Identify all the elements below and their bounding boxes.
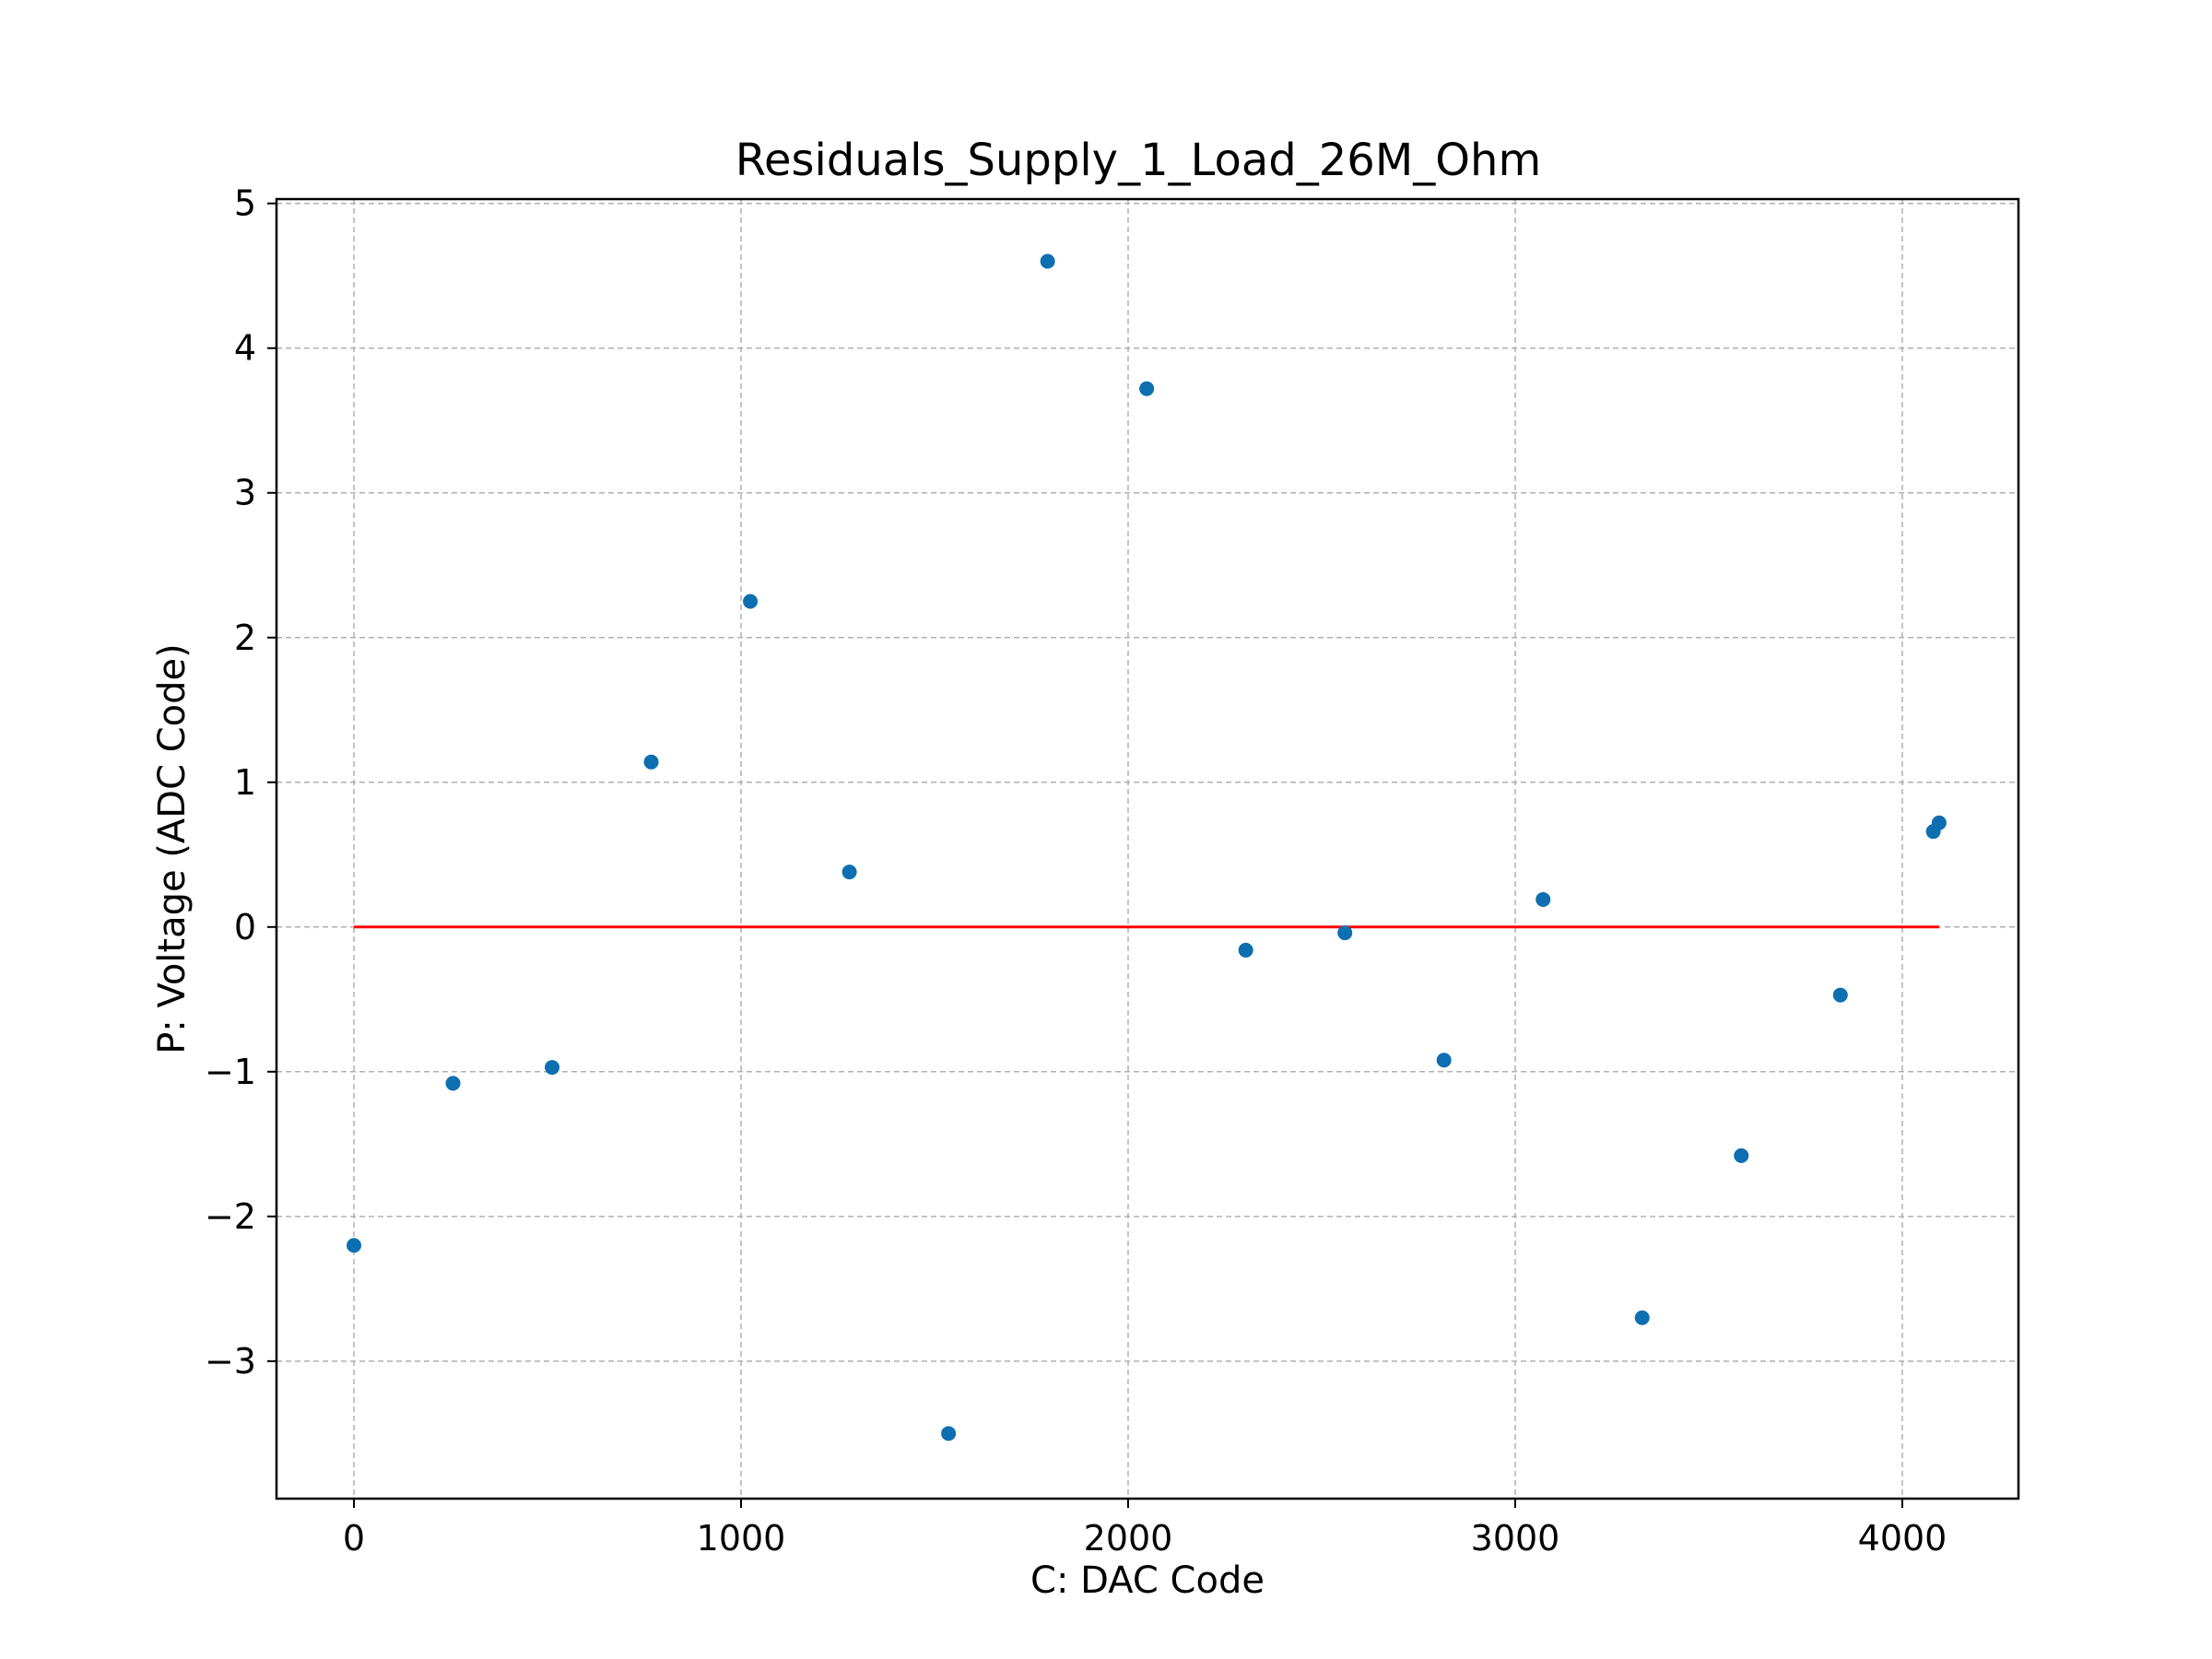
x-tick-label: 4000 (1858, 1518, 1947, 1559)
data-point (1337, 925, 1353, 941)
data-point (1931, 815, 1947, 830)
y-tick-label: −2 (205, 1196, 256, 1237)
data-point (1634, 1310, 1650, 1325)
y-tick-label: 3 (234, 473, 256, 513)
axis-ticks: 0 1000 2000 3000 4000 −3 −2 −1 0 1 2 3 4 5 (205, 183, 1947, 1559)
y-tick-label: 0 (234, 907, 256, 947)
chart-title: Residuals_Supply_1_Load_26M_Ohm (735, 135, 1541, 186)
data-point (841, 865, 857, 880)
y-axis-label: P: Voltage (ADC Code) (151, 643, 194, 1054)
y-tick-label: 4 (234, 328, 256, 369)
data-point (347, 1238, 361, 1253)
x-tick-label: 3000 (1471, 1518, 1560, 1559)
data-point (445, 1076, 461, 1091)
x-axis-label: C: DAC Code (1030, 1559, 1265, 1602)
x-tick-label: 2000 (1084, 1518, 1173, 1559)
data-point (941, 1426, 957, 1441)
data-point (545, 1060, 560, 1076)
x-tick-label: 0 (343, 1518, 365, 1559)
y-tick-label: 1 (234, 762, 256, 803)
y-tick-label: −1 (205, 1052, 256, 1092)
plot-frame (275, 197, 2020, 1500)
grid-lines (276, 199, 2018, 1499)
x-tick-label: 1000 (697, 1518, 786, 1559)
data-point (1436, 1053, 1452, 1068)
data-point (1734, 1147, 1749, 1163)
y-tick-label: 5 (234, 183, 256, 224)
data-points (347, 253, 1947, 1441)
y-tick-label: −3 (205, 1341, 256, 1382)
data-point (1832, 987, 1848, 1003)
y-tick-label: 2 (234, 618, 256, 658)
data-point (643, 754, 659, 770)
data-point (1139, 381, 1155, 396)
data-point (743, 594, 759, 609)
data-point (1535, 891, 1551, 907)
data-point (1040, 253, 1055, 269)
data-point (1238, 942, 1253, 958)
